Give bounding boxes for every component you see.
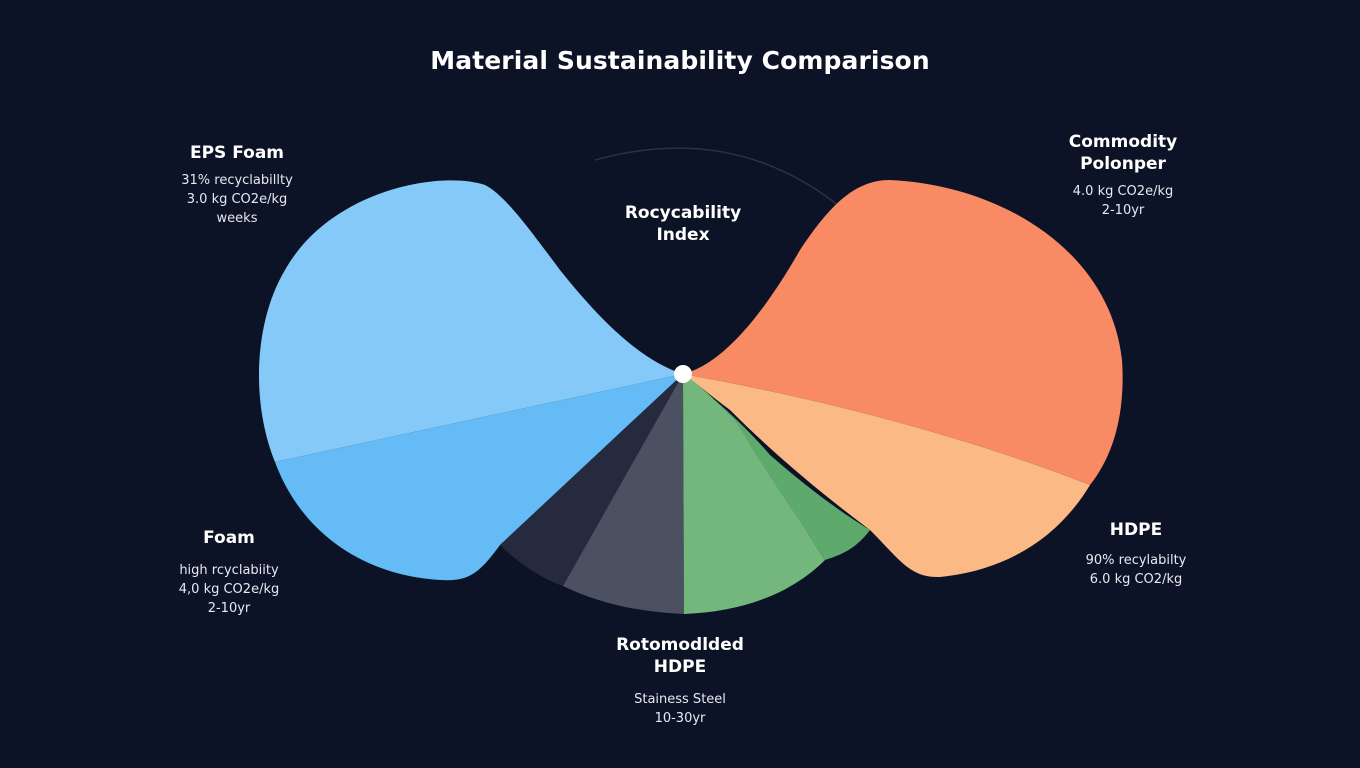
label-commodity-name2: Polonper [1080, 154, 1166, 174]
label-foam-lifespan: 2-10yr [207, 601, 251, 616]
label-commodity: Commodity Polonper 4.0 kg CO2e/kg 2-10yr [1023, 131, 1223, 220]
segment-slate[interactable] [563, 374, 684, 614]
label-rotomolded-name1: Rotomodlded [616, 635, 744, 655]
label-foam-name: Foam [203, 528, 255, 548]
label-rotomolded: Rotomodlded HDPE Stainess Steel 10-30yr [580, 634, 780, 728]
label-foam-recyclability: high rcyclabiity [179, 563, 279, 578]
label-rotomolded-material: Stainess Steel [634, 692, 726, 707]
segment-hdpe[interactable] [683, 374, 1090, 578]
label-foam: Foam high rcyclabiity 4,0 kg CO2e/kg 2-1… [129, 527, 329, 618]
index-arc [594, 147, 851, 216]
label-commodity-name1: Commodity [1068, 132, 1178, 152]
label-eps-foam-co2: 3.0 kg CO2e/kg [186, 192, 288, 207]
segment-dark-slate[interactable] [500, 374, 683, 586]
label-commodity-lifespan: 2-10yr [1101, 203, 1145, 218]
segment-commodity[interactable] [683, 180, 1123, 485]
chart-title: Material Sustainability Comparison [430, 46, 930, 75]
center-label-line2: Index [656, 225, 710, 245]
label-hdpe-co2: 6.0 kg CO2/kg [1089, 572, 1183, 587]
label-eps-foam: EPS Foam 31% recyclabillty 3.0 kg CO2e/k… [137, 142, 337, 228]
label-foam-co2: 4,0 kg CO2e/kg [178, 582, 280, 597]
label-hdpe-name: HDPE [1109, 520, 1163, 540]
center-label: Rocycability Index [583, 202, 783, 246]
center-dot [674, 365, 692, 383]
segment-foam[interactable] [275, 374, 683, 581]
label-eps-foam-recyclability: 31% recyclabillty [181, 173, 293, 188]
label-eps-foam-lifespan: weeks [216, 211, 258, 226]
segment-green[interactable] [683, 374, 870, 560]
label-commodity-co2: 4.0 kg CO2e/kg [1072, 184, 1174, 199]
label-hdpe-recyclability: 90% recylabilty [1085, 553, 1187, 568]
label-rotomolded-name2: HDPE [653, 657, 707, 677]
label-hdpe: HDPE 90% recylabilty 6.0 kg CO2/kg [1036, 519, 1236, 589]
label-rotomolded-lifespan: 10-30yr [654, 711, 706, 726]
label-eps-foam-name: EPS Foam [189, 143, 285, 163]
center-label-line1: Rocycability [624, 203, 742, 223]
segment-green-light[interactable] [683, 374, 825, 614]
segment-eps-foam[interactable] [258, 180, 683, 462]
